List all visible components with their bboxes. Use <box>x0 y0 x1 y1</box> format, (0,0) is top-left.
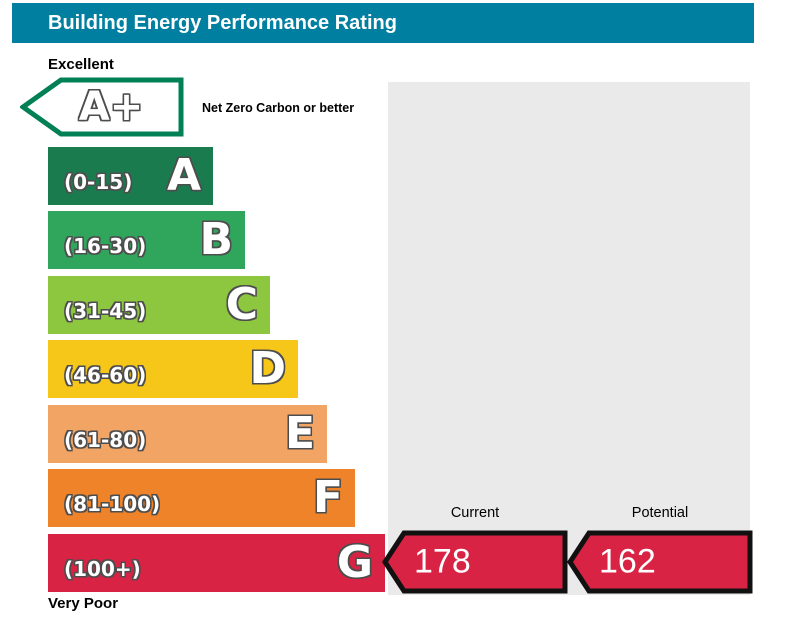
band-f: (81-100) F <box>48 469 355 527</box>
a-plus-arrow-outline <box>20 77 184 137</box>
potential-arrow-polygon <box>567 530 753 594</box>
band-b-letter: B <box>199 214 233 265</box>
band-g: (100+) G <box>48 534 385 592</box>
a-plus-letter: A+ <box>78 84 144 130</box>
band-e-letter: E <box>284 408 315 459</box>
band-c-range: (31-45) <box>64 299 147 323</box>
band-d: (46-60) D <box>48 340 298 398</box>
band-a-range: (0-15) <box>64 170 133 194</box>
current-rating-value: 178 <box>414 542 471 581</box>
band-f-letter: F <box>312 472 343 523</box>
potential-arrow-shape <box>567 530 753 594</box>
band-c: (31-45) C <box>48 276 270 334</box>
band-f-range: (81-100) <box>64 492 161 516</box>
potential-rating-value: 162 <box>599 542 656 581</box>
band-e: (61-80) E <box>48 405 327 463</box>
band-g-range: (100+) <box>64 557 141 581</box>
scale-label-excellent: Excellent <box>48 56 114 73</box>
band-b: (16-30) B <box>48 211 245 269</box>
band-g-letter: G <box>336 537 373 588</box>
a-plus-arrow-shape <box>20 77 184 137</box>
current-rating-arrow: 178 <box>382 529 568 595</box>
scale-label-very-poor: Very Poor <box>48 595 119 612</box>
band-c-letter: C <box>225 279 258 330</box>
band-e-range: (61-80) <box>64 428 147 452</box>
band-d-range: (46-60) <box>64 363 147 387</box>
current-arrow-polygon <box>382 530 568 594</box>
chart-title: Building Energy Performance Rating <box>48 11 397 34</box>
chart-header: Building Energy Performance Rating <box>12 3 754 43</box>
band-a-plus: A+ <box>20 77 184 137</box>
band-a: (0-15) A <box>48 147 213 205</box>
potential-column-label: Potential <box>631 505 689 521</box>
current-arrow-shape <box>382 530 568 594</box>
a-plus-caption: Net Zero Carbon or better <box>202 101 355 115</box>
band-a-letter: A <box>166 150 201 201</box>
current-column-label: Current <box>450 505 500 521</box>
band-d-letter: D <box>249 343 286 394</box>
band-b-range: (16-30) <box>64 234 147 258</box>
potential-rating-arrow: 162 <box>567 529 753 595</box>
ratings-panel-background <box>388 82 750 595</box>
